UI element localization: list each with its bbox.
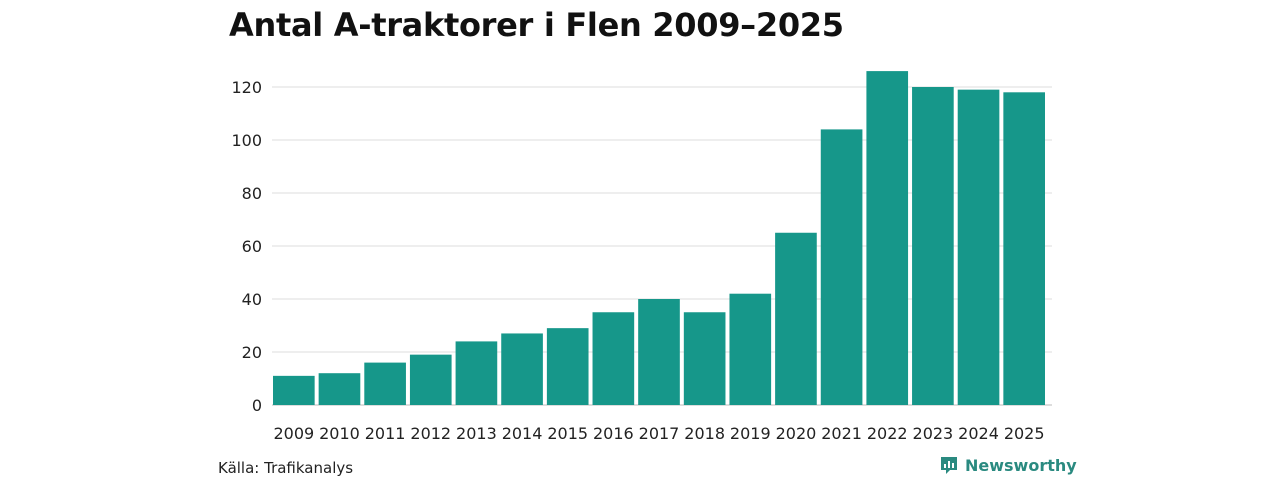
bar-2022 bbox=[866, 71, 909, 405]
x-tick-label: 2018 bbox=[684, 424, 725, 443]
x-tick-label: 2024 bbox=[958, 424, 999, 443]
bar-2024 bbox=[957, 89, 1000, 406]
x-tick-label: 2014 bbox=[502, 424, 543, 443]
x-axis-ticks: 2009 2010 2011 2012 2013 2014 2015 2016 2017 2018… bbox=[273, 424, 1044, 443]
bar-2020 bbox=[775, 232, 817, 405]
x-tick-label: 2009 bbox=[273, 424, 314, 443]
x-tick-label: 2017 bbox=[639, 424, 680, 443]
x-tick-label: 2020 bbox=[776, 424, 817, 443]
x-tick-label: 2010 bbox=[319, 424, 360, 443]
bar-2017 bbox=[638, 299, 680, 405]
source-note: Källa: Trafikanalys bbox=[218, 459, 354, 477]
x-tick-label: 2025 bbox=[1004, 424, 1045, 443]
bar-2016 bbox=[592, 312, 635, 405]
bar-2009 bbox=[273, 375, 315, 405]
x-tick-label: 2012 bbox=[410, 424, 451, 443]
y-tick-label: 80 bbox=[242, 184, 262, 203]
bars bbox=[273, 71, 1045, 406]
x-tick-label: 2015 bbox=[547, 424, 588, 443]
bar-2012 bbox=[409, 354, 452, 405]
bar-2015 bbox=[546, 328, 589, 405]
bar-2011 bbox=[364, 362, 406, 405]
bar-2025 bbox=[1003, 92, 1045, 406]
brand-name: Newsworthy bbox=[965, 455, 1077, 475]
x-tick-label: 2011 bbox=[365, 424, 406, 443]
y-tick-label: 20 bbox=[242, 343, 262, 362]
bar-2010 bbox=[318, 373, 361, 405]
bar-2018 bbox=[683, 312, 726, 405]
brand: Newsworthy bbox=[939, 455, 1077, 475]
y-tick-label: 60 bbox=[242, 237, 262, 256]
x-tick-label: 2023 bbox=[913, 424, 954, 443]
bar-2013 bbox=[455, 341, 498, 405]
bar-2023 bbox=[912, 87, 954, 405]
x-tick-label: 2016 bbox=[593, 424, 634, 443]
bar-2019 bbox=[729, 293, 772, 405]
x-tick-label: 2019 bbox=[730, 424, 771, 443]
y-tick-label: 0 bbox=[252, 396, 262, 415]
y-tick-label: 120 bbox=[231, 78, 262, 97]
bar-2021 bbox=[820, 129, 863, 405]
y-axis-ticks: 0 20 40 60 80 100 120 bbox=[231, 78, 262, 415]
y-tick-label: 100 bbox=[231, 131, 262, 150]
x-tick-label: 2021 bbox=[821, 424, 862, 443]
y-tick-label: 40 bbox=[242, 290, 262, 309]
bar-2014 bbox=[501, 333, 543, 405]
x-tick-label: 2013 bbox=[456, 424, 497, 443]
chart-title: Antal A-traktorer i Flen 2009–2025 bbox=[229, 6, 844, 44]
newsworthy-logo-icon bbox=[941, 457, 957, 474]
x-tick-label: 2022 bbox=[867, 424, 908, 443]
